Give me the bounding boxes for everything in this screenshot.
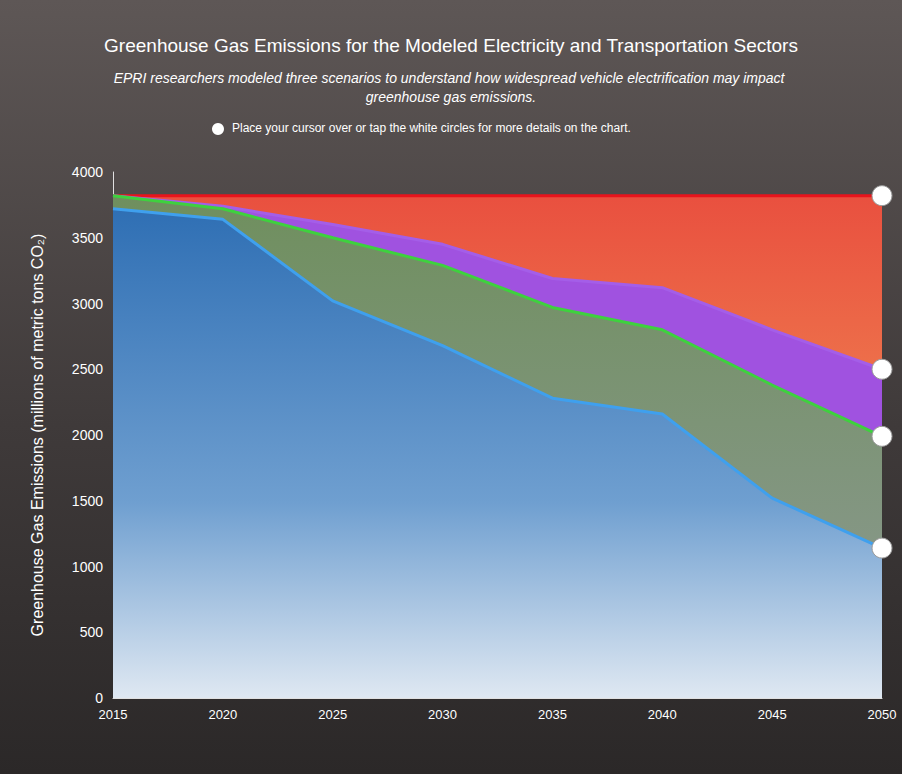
svg-text:1000: 1000 <box>72 559 103 575</box>
svg-text:Greenhouse Gas Emissions (mill: Greenhouse Gas Emissions (millions of me… <box>29 234 46 637</box>
svg-text:2040: 2040 <box>648 707 677 722</box>
svg-text:2050: 2050 <box>868 707 897 722</box>
svg-text:2025: 2025 <box>318 707 347 722</box>
svg-text:Place your cursor over or tap: Place your cursor over or tap the white … <box>232 121 631 135</box>
svg-text:4000: 4000 <box>72 164 103 180</box>
svg-text:3000: 3000 <box>72 296 103 312</box>
svg-text:2500: 2500 <box>72 361 103 377</box>
svg-text:2045: 2045 <box>758 707 787 722</box>
svg-text:2015: 2015 <box>99 707 128 722</box>
svg-text:Greenhouse Gas Emissions for t: Greenhouse Gas Emissions for the Modeled… <box>104 35 798 56</box>
svg-text:2030: 2030 <box>428 707 457 722</box>
svg-text:2020: 2020 <box>208 707 237 722</box>
svg-text:2035: 2035 <box>538 707 567 722</box>
svg-text:500: 500 <box>80 624 104 640</box>
svg-text:1500: 1500 <box>72 493 103 509</box>
svg-text:3500: 3500 <box>72 230 103 246</box>
svg-text:2000: 2000 <box>72 427 103 443</box>
svg-text:EPRI researchers modeled three: EPRI researchers modeled three scenarios… <box>114 70 789 86</box>
svg-text:0: 0 <box>95 690 103 706</box>
svg-text:greenhouse gas emissions.: greenhouse gas emissions. <box>366 89 536 105</box>
